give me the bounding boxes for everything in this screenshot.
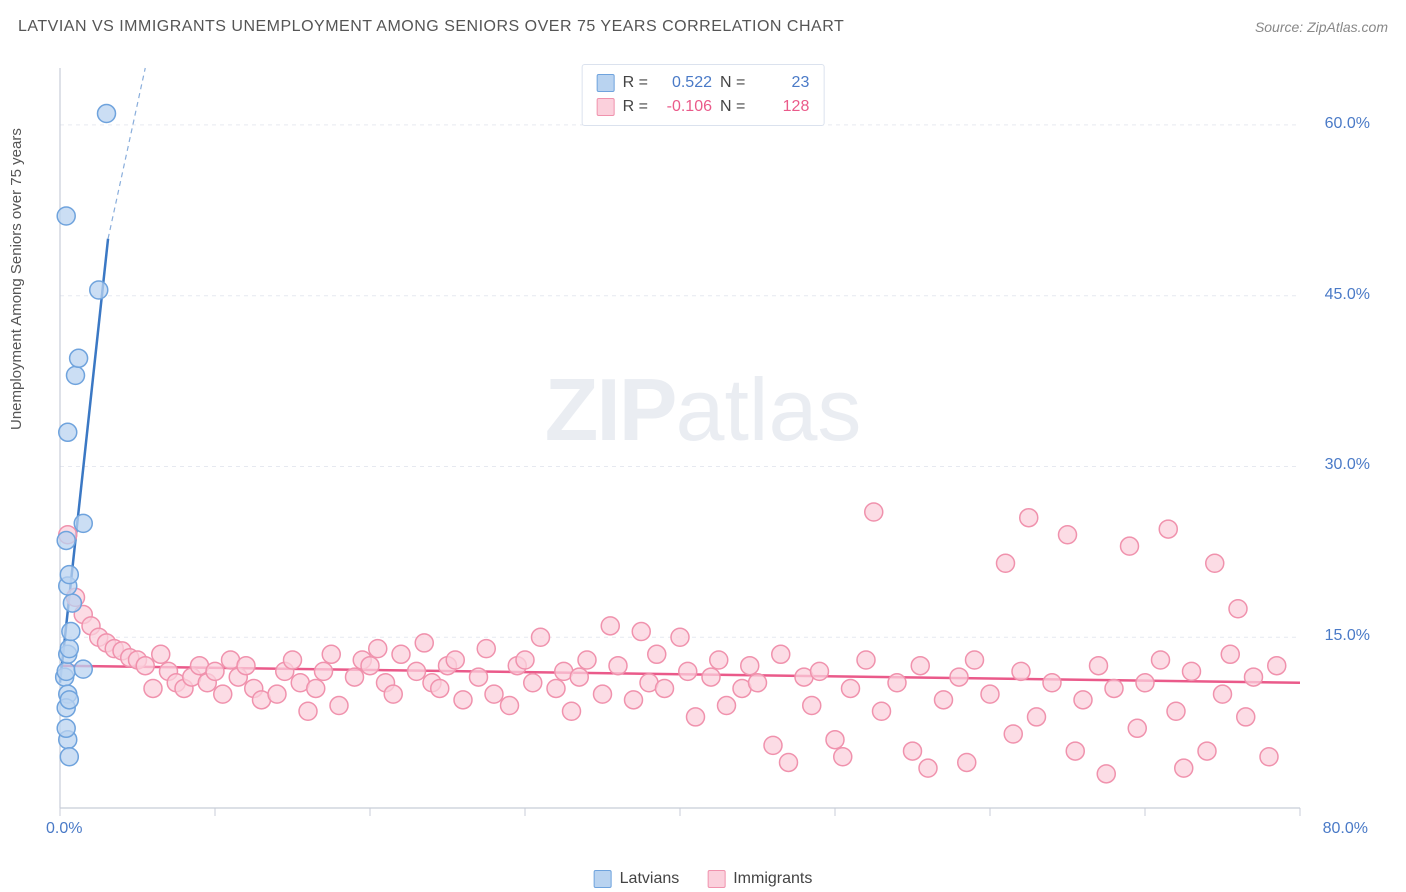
legend-row-immigrants: R = -0.106 N = 128 — [597, 95, 810, 119]
n-value-immigrants: 128 — [753, 98, 809, 116]
legend-series: Latvians Immigrants — [594, 870, 813, 888]
series-label-immigrants: Immigrants — [733, 870, 812, 888]
r-label: R = — [623, 74, 648, 92]
header: LATVIAN VS IMMIGRANTS UNEMPLOYMENT AMONG… — [18, 18, 1388, 36]
legend-item-immigrants: Immigrants — [707, 870, 812, 888]
x-tick-label: 80.0% — [1323, 820, 1368, 838]
chart-area: 15.0%30.0%45.0%60.0%0.0%80.0% — [52, 60, 1372, 850]
y-tick-label: 15.0% — [1325, 627, 1370, 645]
swatch-immigrants — [707, 870, 725, 888]
y-tick-label: 60.0% — [1325, 115, 1370, 133]
legend-item-latvians: Latvians — [594, 870, 680, 888]
swatch-latvians — [597, 74, 615, 92]
y-axis-label: Unemployment Among Seniors over 75 years — [8, 128, 25, 430]
swatch-immigrants — [597, 98, 615, 116]
n-label: N = — [720, 98, 745, 116]
source-label: Source: ZipAtlas.com — [1255, 19, 1388, 35]
swatch-latvians — [594, 870, 612, 888]
legend-row-latvians: R = 0.522 N = 23 — [597, 71, 810, 95]
y-tick-label: 45.0% — [1325, 286, 1370, 304]
legend-correlation: R = 0.522 N = 23 R = -0.106 N = 128 — [582, 64, 825, 126]
n-label: N = — [720, 74, 745, 92]
x-tick-label: 0.0% — [46, 820, 82, 838]
scatter-plot — [52, 60, 1372, 850]
y-tick-label: 30.0% — [1325, 456, 1370, 474]
r-label: R = — [623, 98, 648, 116]
r-value-immigrants: -0.106 — [656, 98, 712, 116]
chart-title: LATVIAN VS IMMIGRANTS UNEMPLOYMENT AMONG… — [18, 18, 844, 36]
n-value-latvians: 23 — [753, 74, 809, 92]
r-value-latvians: 0.522 — [656, 74, 712, 92]
series-label-latvians: Latvians — [620, 870, 680, 888]
